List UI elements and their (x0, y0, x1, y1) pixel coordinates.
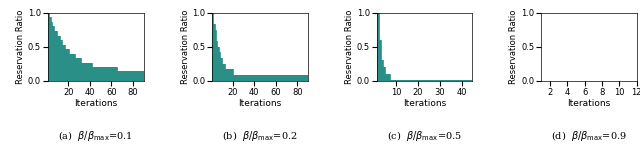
X-axis label: Iterations: Iterations (403, 99, 446, 108)
Y-axis label: Reservation Ratio: Reservation Ratio (345, 10, 354, 84)
X-axis label: Iterations: Iterations (568, 99, 611, 108)
Text: (d)  $\beta/\beta_{\mathrm{max}}$=0.9: (d) $\beta/\beta_{\mathrm{max}}$=0.9 (551, 129, 627, 143)
Y-axis label: Reservation Ratio: Reservation Ratio (180, 10, 189, 84)
Text: (b)  $\beta/\beta_{\mathrm{max}}$=0.2: (b) $\beta/\beta_{\mathrm{max}}$=0.2 (223, 129, 298, 143)
X-axis label: Iterations: Iterations (74, 99, 117, 108)
Text: (a)  $\beta/\beta_{\mathrm{max}}$=0.1: (a) $\beta/\beta_{\mathrm{max}}$=0.1 (58, 129, 133, 143)
Y-axis label: Reservation Ratio: Reservation Ratio (509, 10, 518, 84)
X-axis label: Iterations: Iterations (239, 99, 282, 108)
Y-axis label: Reservation Ratio: Reservation Ratio (16, 10, 25, 84)
Text: (c)  $\beta/\beta_{\mathrm{max}}$=0.5: (c) $\beta/\beta_{\mathrm{max}}$=0.5 (387, 129, 462, 143)
